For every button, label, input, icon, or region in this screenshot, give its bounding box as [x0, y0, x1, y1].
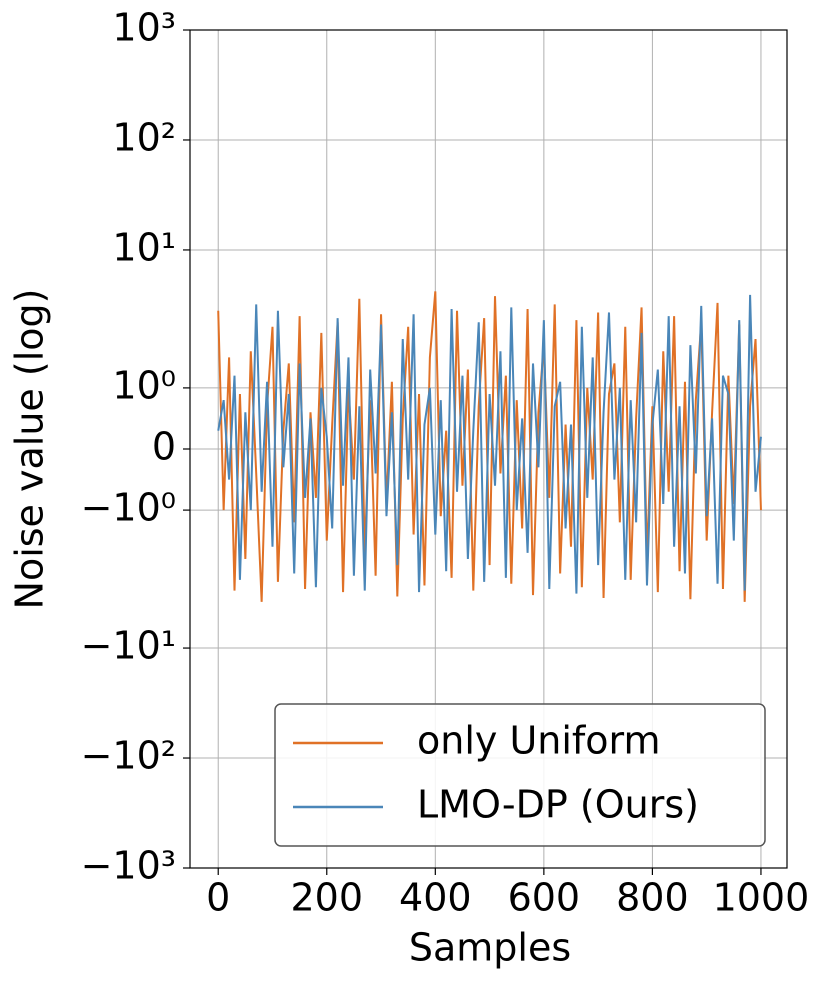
- series-line: [217, 294, 762, 594]
- y-tick-label: 10¹: [112, 225, 176, 269]
- series-line: [217, 291, 762, 602]
- y-tick-label: −10⁰: [81, 486, 176, 530]
- x-tick-label: 200: [291, 876, 364, 920]
- x-tick-label: 400: [399, 876, 472, 920]
- x-tick-label: 800: [616, 876, 689, 920]
- y-tick-label: −10³: [81, 844, 176, 888]
- y-tick-label: 0: [152, 425, 176, 469]
- x-axis-label: Samples: [409, 926, 571, 970]
- y-tick-label: 10²: [112, 115, 176, 159]
- y-axis-label: Noise value (log): [8, 289, 52, 610]
- legend-box: [274, 703, 766, 847]
- plot-frame: [189, 29, 788, 869]
- x-tick-label: 600: [508, 876, 581, 920]
- legend-label: only Uniform: [417, 719, 661, 763]
- y-tick-label: 10⁰: [112, 363, 176, 407]
- y-tick-label: −10²: [81, 734, 176, 778]
- y-tick-label: 10³: [112, 6, 176, 50]
- y-tick-label: −10¹: [81, 624, 176, 668]
- x-tick-label: 1000: [713, 876, 810, 920]
- x-tick-label: 0: [206, 876, 230, 920]
- legend-label: LMO-DP (Ours): [417, 783, 699, 827]
